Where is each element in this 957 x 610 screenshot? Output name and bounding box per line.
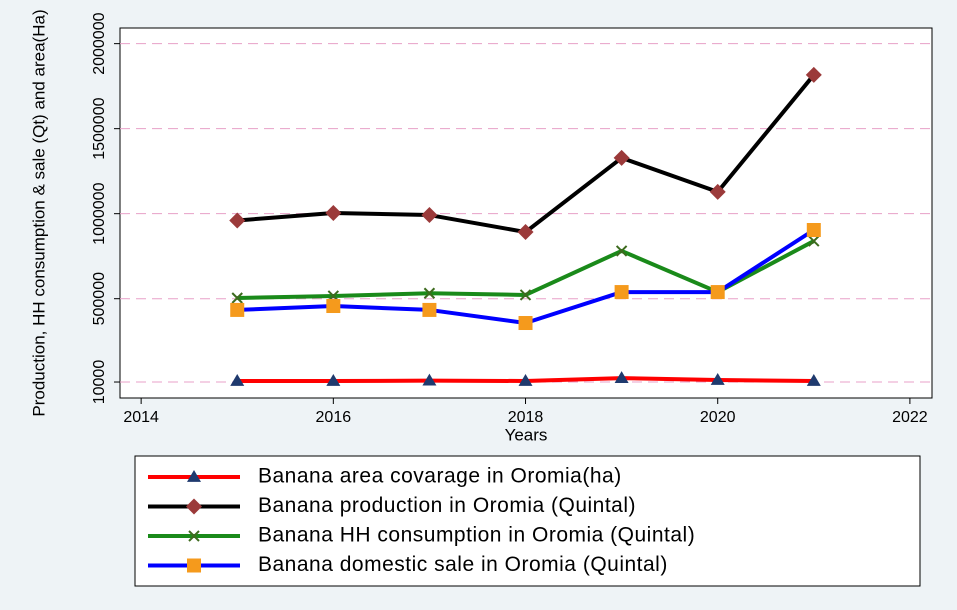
marker (518, 373, 533, 386)
y-tick-label: 1500000 (91, 97, 108, 159)
legend: Banana area covarage in Oromia(ha) Banana… (148, 465, 695, 576)
y-axis-label: Production, HH consumption & sale (Qt) a… (29, 9, 48, 416)
marker (518, 316, 533, 331)
marker (326, 299, 341, 314)
marker (423, 287, 436, 299)
marker (325, 205, 342, 221)
plot-area (119, 27, 933, 399)
marker (615, 245, 628, 257)
marker (709, 183, 726, 200)
x-tick-label: 2022 (892, 409, 928, 426)
y-tick-label: 500000 (91, 272, 108, 325)
marker (230, 373, 245, 386)
x-axis-label: Years (505, 425, 548, 444)
x-tick-label: 2014 (123, 409, 159, 426)
marker (710, 285, 725, 300)
marker (229, 212, 246, 229)
x-tick-label: 2016 (316, 409, 352, 426)
marker (517, 224, 534, 241)
y-tick-label: 2000000 (91, 12, 108, 74)
marker (614, 285, 629, 300)
x-tick-label: 2020 (700, 409, 736, 426)
y-tick-label: 1000000 (91, 182, 108, 244)
legend-label: Banana HH consumption in Oromia (Quintal… (258, 524, 695, 547)
marker (806, 373, 821, 386)
marker (805, 66, 822, 83)
legend-marker (188, 530, 200, 542)
marker (421, 207, 438, 224)
legend-box (134, 455, 921, 587)
legend-label: Banana production in Oromia (Quintal) (258, 494, 636, 517)
marker (422, 302, 437, 317)
marker (710, 372, 725, 385)
legend-label: Banana area covarage in Oromia(ha) (258, 465, 622, 488)
legend-marker (187, 470, 201, 482)
marker (808, 235, 820, 247)
legend-marker (186, 498, 202, 515)
marker (519, 289, 532, 301)
marker (614, 371, 629, 384)
legend-label: Banana domestic sale in Oromia (Quintal) (258, 553, 668, 576)
marker (231, 292, 243, 304)
marker (806, 223, 821, 238)
y-tick-label: 10000 (91, 360, 108, 405)
marker (422, 373, 437, 386)
x-tick-label: 2018 (508, 409, 544, 426)
marker (326, 373, 341, 386)
marker (613, 149, 630, 166)
legend-marker (187, 558, 201, 573)
marker (230, 302, 245, 317)
